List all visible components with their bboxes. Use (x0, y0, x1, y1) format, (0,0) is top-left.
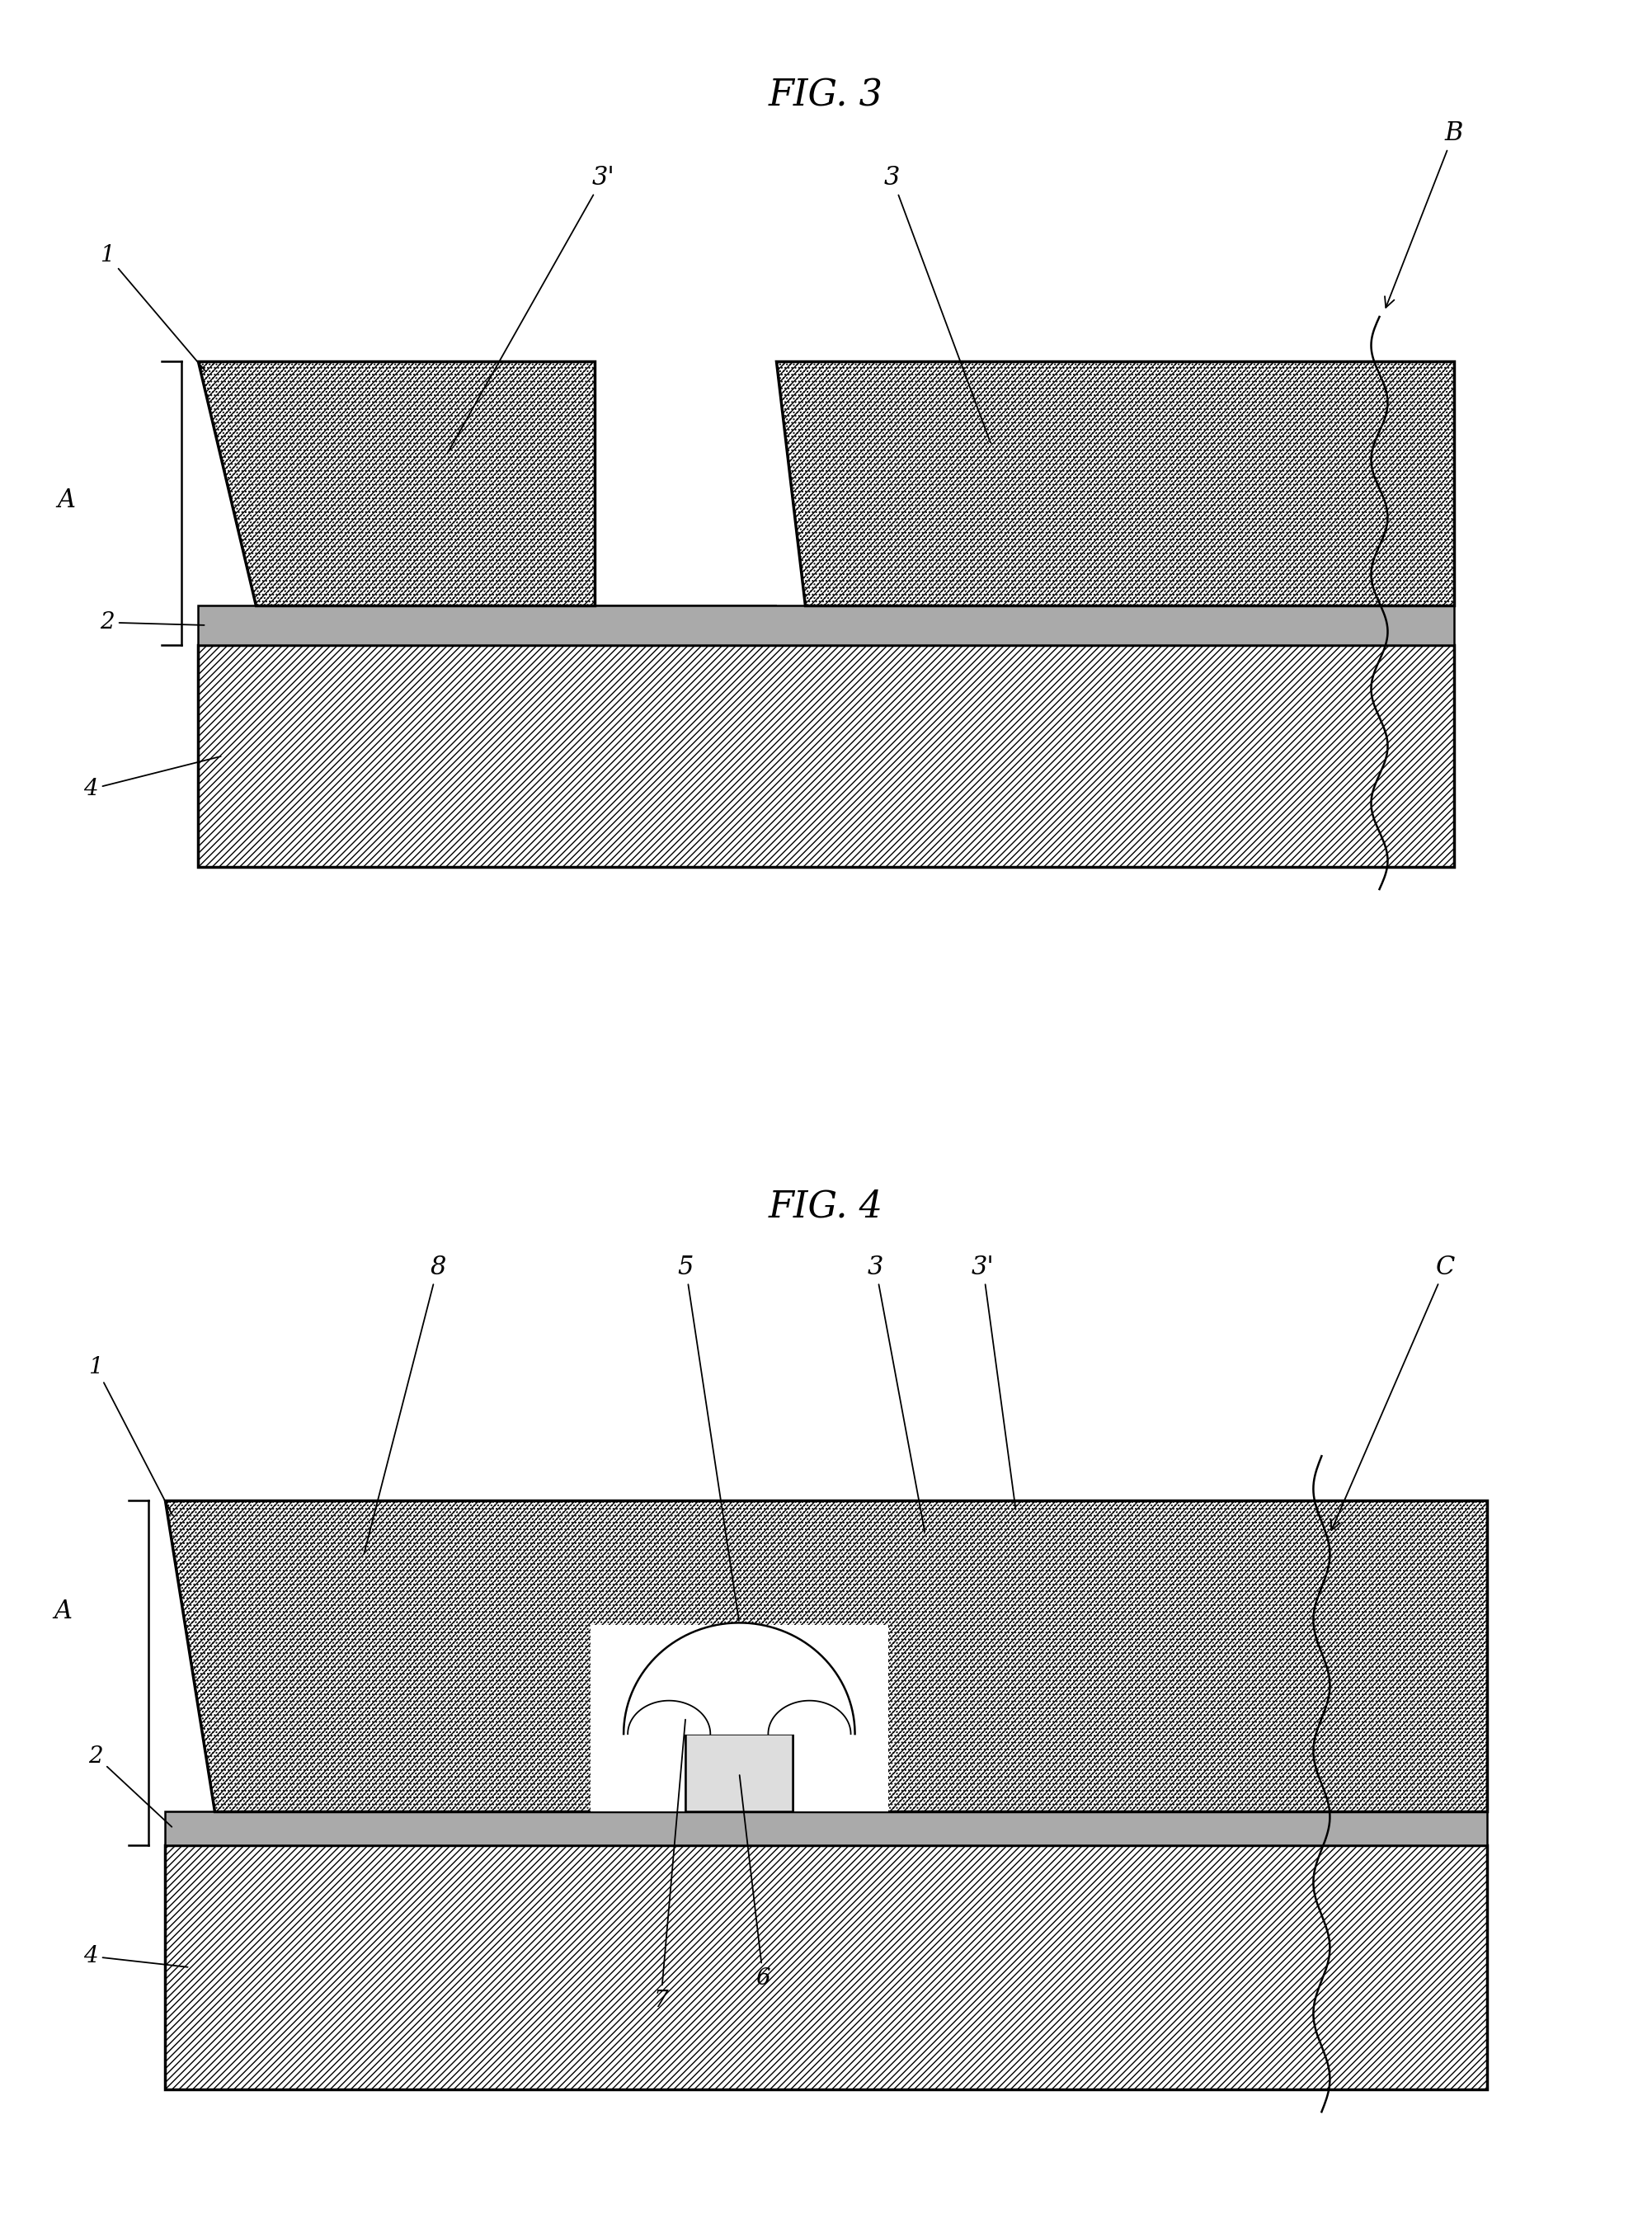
Text: 7: 7 (654, 1721, 686, 2012)
Text: 3': 3' (448, 165, 615, 453)
Text: FIG. 4: FIG. 4 (768, 1189, 884, 1225)
Text: A: A (58, 487, 74, 514)
Text: 5: 5 (677, 1254, 738, 1621)
Text: 4: 4 (84, 756, 221, 800)
Text: 4: 4 (84, 1945, 188, 1967)
Text: 2: 2 (89, 1745, 172, 1827)
Bar (165, 1845, 1487, 2090)
Text: 3': 3' (971, 1254, 1016, 1509)
Text: 3: 3 (884, 165, 991, 442)
Text: 1: 1 (89, 1356, 172, 1516)
Text: 1: 1 (101, 245, 205, 371)
Polygon shape (624, 1623, 856, 1734)
Polygon shape (165, 1501, 1487, 1812)
Polygon shape (776, 362, 1454, 605)
Bar (198, 605, 1454, 645)
Text: 2: 2 (101, 611, 205, 634)
Bar (198, 645, 1454, 867)
Bar (686, 1734, 793, 1812)
Bar (686, 1734, 793, 1812)
Polygon shape (198, 362, 595, 605)
Text: 8: 8 (363, 1254, 446, 1554)
Text: FIG. 3: FIG. 3 (768, 78, 884, 113)
Bar (165, 1812, 1487, 1845)
Text: 6: 6 (740, 1776, 770, 1990)
Bar (591, 1625, 889, 1812)
Text: B: B (1384, 120, 1464, 307)
Text: A: A (55, 1598, 71, 1625)
Text: C: C (1332, 1254, 1455, 1529)
Text: 3: 3 (867, 1254, 925, 1532)
